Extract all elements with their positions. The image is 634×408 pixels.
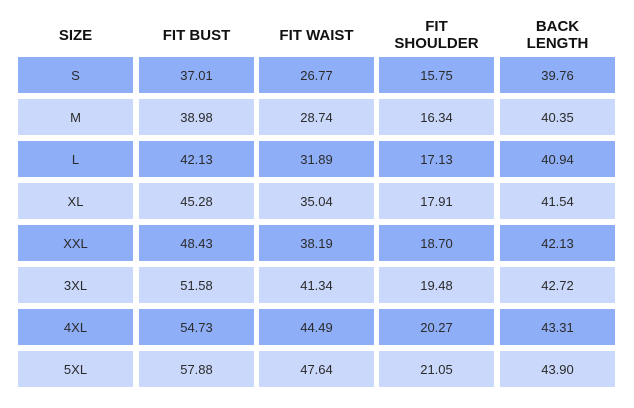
header-cell: BACK LENGTH [526, 18, 589, 52]
table-cell: 16.34 [379, 99, 494, 135]
table-cell: 20.27 [379, 309, 494, 345]
table-cell: 38.19 [259, 225, 374, 261]
table-cell: 43.90 [500, 351, 615, 387]
table-cell: 42.13 [139, 141, 254, 177]
table-cell: 21.05 [379, 351, 494, 387]
table-cell: 47.64 [259, 351, 374, 387]
table-cell: XL [18, 183, 133, 219]
table-cell: 18.70 [379, 225, 494, 261]
table-cell: 40.35 [500, 99, 615, 135]
table-cell: 19.48 [379, 267, 494, 303]
header-cell: FIT BUST [162, 26, 231, 44]
table-cell: 15.75 [379, 57, 494, 93]
header-cell: FIT SHOULDER [394, 18, 479, 52]
table-cell: 44.49 [259, 309, 374, 345]
table-cell: 54.73 [139, 309, 254, 345]
table-cell: 5XL [18, 351, 133, 387]
table-cell: 57.88 [139, 351, 254, 387]
table-cell: 4XL [18, 309, 133, 345]
table-cell: 17.13 [379, 141, 494, 177]
table-cell: 45.28 [139, 183, 254, 219]
table-cell: 3XL [18, 267, 133, 303]
table-cell: 41.54 [500, 183, 615, 219]
table-cell: 31.89 [259, 141, 374, 177]
table-cell: 43.31 [500, 309, 615, 345]
table-cell: L [18, 141, 133, 177]
table-cell: 17.91 [379, 183, 494, 219]
header-cell: SIZE [58, 26, 93, 44]
table-cell: S [18, 57, 133, 93]
table-cell: XXL [18, 225, 133, 261]
table-cell: 48.43 [139, 225, 254, 261]
table-cell: 26.77 [259, 57, 374, 93]
table-cell: M [18, 99, 133, 135]
table-cell: 39.76 [500, 57, 615, 93]
table-cell: 40.94 [500, 141, 615, 177]
table-cell: 37.01 [139, 57, 254, 93]
table-cell: 35.04 [259, 183, 374, 219]
table-cell: 38.98 [139, 99, 254, 135]
table-cell: 42.72 [500, 267, 615, 303]
table-cell: 28.74 [259, 99, 374, 135]
table-cell: 41.34 [259, 267, 374, 303]
table-cell: 51.58 [139, 267, 254, 303]
header-cell: FIT WAIST [279, 26, 354, 44]
table-cell: 42.13 [500, 225, 615, 261]
